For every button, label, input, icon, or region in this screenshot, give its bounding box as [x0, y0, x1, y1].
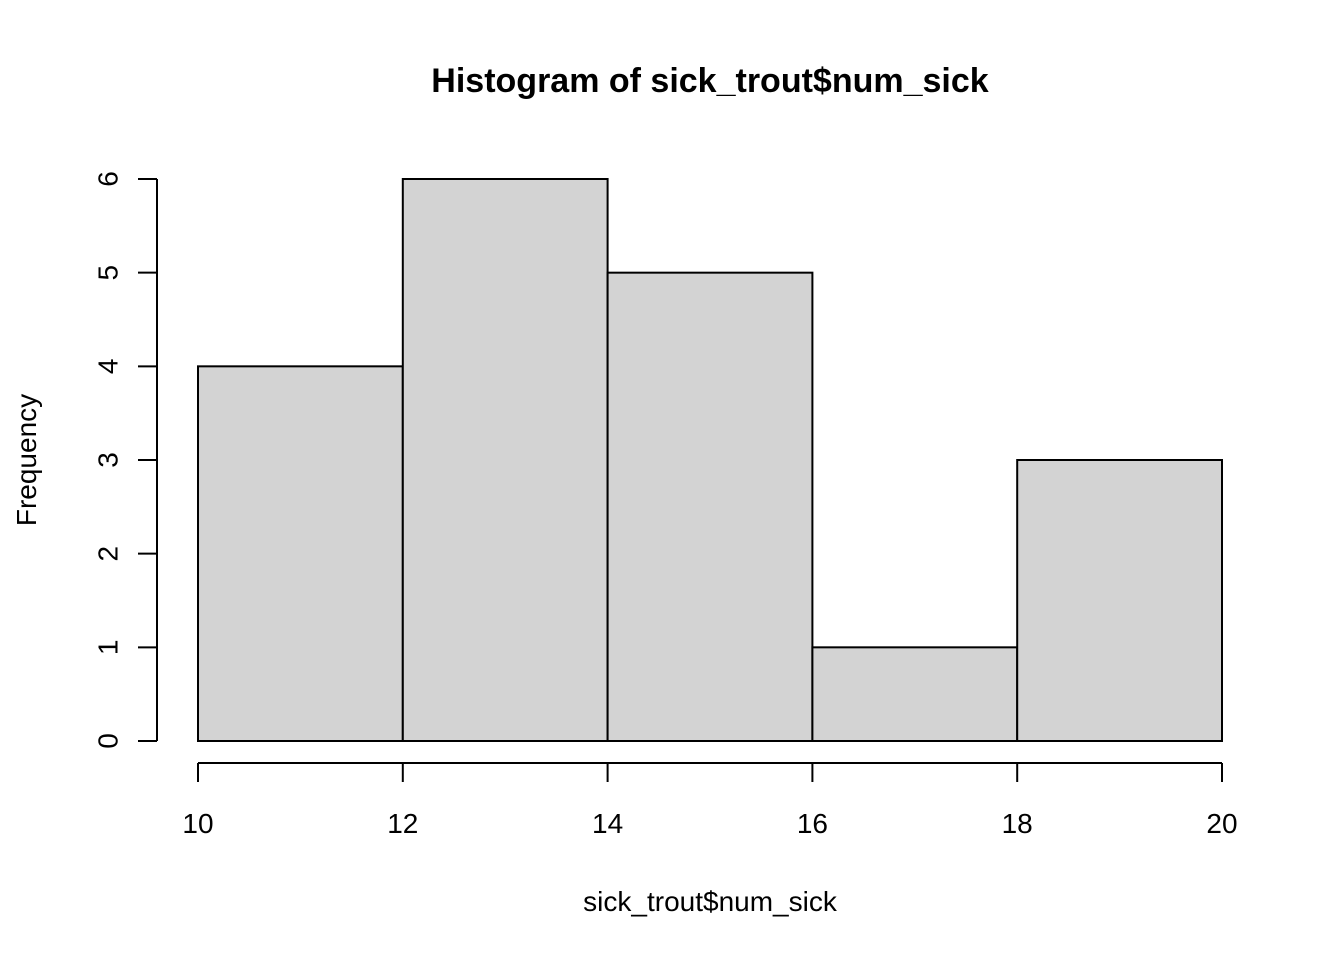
histogram-bar-3 — [606, 271, 814, 742]
x-axis-label: sick_trout$num_sick — [583, 886, 838, 917]
y-tick-label: 6 — [92, 171, 123, 187]
y-tick-label: 0 — [92, 733, 123, 749]
y-tick-label: 3 — [92, 452, 123, 468]
x-tick-label: 16 — [797, 808, 828, 839]
histogram-bar-4 — [811, 646, 1019, 742]
y-tick-label: 5 — [92, 265, 123, 281]
x-tick-label: 20 — [1206, 808, 1237, 839]
y-tick-label: 1 — [92, 640, 123, 656]
x-tick-label: 14 — [592, 808, 623, 839]
histogram-bar-5 — [1016, 459, 1224, 742]
histogram-bar-1 — [197, 365, 404, 742]
y-axis-label: Frequency — [11, 394, 42, 526]
histogram-bars — [197, 178, 1224, 742]
x-tick-label: 12 — [387, 808, 418, 839]
x-tick-label: 10 — [182, 808, 213, 839]
x-tick-label: 18 — [1002, 808, 1033, 839]
y-tick-label: 2 — [92, 546, 123, 562]
x-axis: 10 12 14 16 18 20 — [182, 762, 1238, 839]
chart-title: Histogram of sick_trout$num_sick — [431, 62, 988, 100]
y-axis: 0 1 2 3 4 5 6 — [92, 171, 158, 749]
y-tick-label: 4 — [92, 359, 123, 375]
histogram-bar-2 — [401, 178, 609, 742]
